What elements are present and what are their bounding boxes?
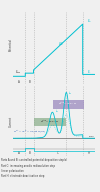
Text: $M^{n+}+ne^-+Hg_{(l)}\rightarrow M(Hg)$: $M^{n+}+ne^-+Hg_{(l)}\rightarrow M(Hg)$ xyxy=(13,128,47,135)
Text: Parts A and B: controlled potential deposition step(s)
Part C: increasing anodic: Parts A and B: controlled potential depo… xyxy=(1,158,67,178)
Text: B: B xyxy=(28,80,30,84)
Text: $E_{dep}$: $E_{dep}$ xyxy=(15,68,21,74)
Text: $i_{p2}$: $i_{p2}$ xyxy=(68,89,73,96)
Text: $E_A$: $E_A$ xyxy=(87,68,92,76)
Text: $i_{p1}$: $i_{p1}$ xyxy=(55,107,60,114)
Text: $\Delta E$: $\Delta E$ xyxy=(58,41,64,47)
Text: B: B xyxy=(28,151,30,155)
Text: $E_1^{strip}+\Delta E_p+E_1$: $E_1^{strip}+\Delta E_p+E_1$ xyxy=(40,119,60,125)
Text: Current: Current xyxy=(8,115,12,127)
Text: Potential: Potential xyxy=(8,38,12,51)
Text: $E_2^{strip}+\Delta E_p+E_2$: $E_2^{strip}+\Delta E_p+E_2$ xyxy=(58,101,78,108)
Text: A: A xyxy=(18,80,20,84)
Text: A: A xyxy=(18,151,20,155)
Text: C: C xyxy=(57,151,59,155)
Text: $E_H$: $E_H$ xyxy=(87,18,92,26)
Text: Time: Time xyxy=(89,136,94,137)
Text: H: H xyxy=(88,151,90,155)
Bar xyxy=(53,100,84,109)
Bar xyxy=(34,118,66,126)
